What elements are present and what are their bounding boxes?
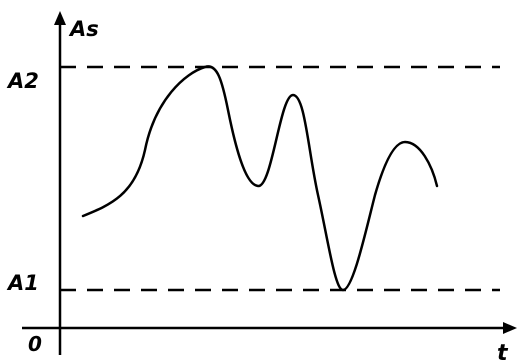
x-axis-label: t — [497, 341, 509, 364]
origin-label: 0 — [28, 332, 42, 356]
y-axis-label: As — [68, 17, 99, 41]
x-axis-arrow — [503, 322, 517, 334]
signal-curve — [81, 65, 439, 292]
lower-level-label: A1 — [6, 271, 39, 295]
upper-level-label: A2 — [6, 69, 39, 93]
y-axis-arrow — [54, 11, 66, 25]
